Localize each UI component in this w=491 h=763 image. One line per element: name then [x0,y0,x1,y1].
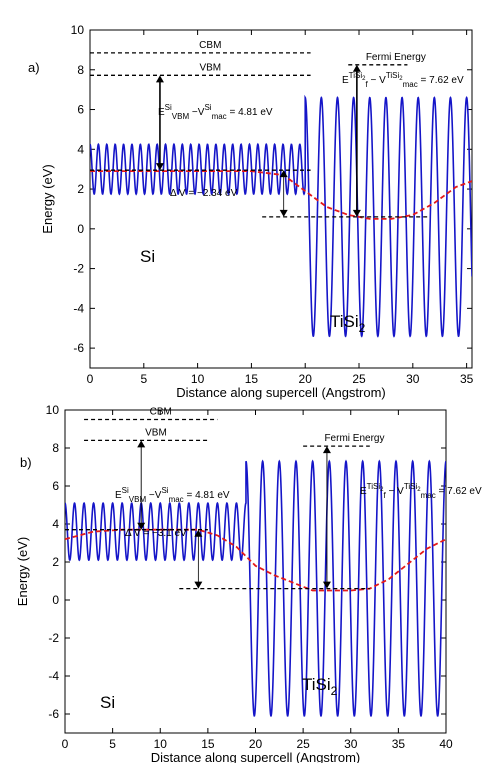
x-tick-label: 30 [344,737,358,751]
fermi-offset-arrow-head-bottom [352,209,361,217]
x-tick-label: 25 [296,737,310,751]
y-tick-label: 10 [46,403,60,417]
y-tick-label: -6 [73,341,84,355]
x-tick-label: 10 [191,372,205,386]
x-tick-label: 30 [406,372,420,386]
y-tick-label: -4 [48,669,59,683]
fermi-offset-arrow-head-bottom [322,581,331,589]
y-axis-label: Energy (eV) [15,537,30,606]
macroscopic-average-curve [90,170,472,220]
x-axis-label: Distance along supercell (Angstrom) [176,385,386,400]
y-tick-label: -6 [48,707,59,721]
delta-v-arrow-head-top [279,170,288,178]
x-tick-label: 5 [109,737,116,751]
y-axis-label: Energy (eV) [40,164,55,233]
y-tick-label: 2 [52,555,59,569]
panel-label: a) [28,60,40,75]
delta-v-arrow-head-bottom [279,209,288,217]
reference-line-label: Fermi Energy [366,52,426,63]
x-tick-label: 10 [154,737,168,751]
x-axis-label: Distance along supercell (Angstrom) [151,750,361,763]
x-tick-label: 20 [299,372,313,386]
y-tick-label: -2 [48,631,59,645]
y-tick-label: 6 [77,103,84,117]
x-tick-label: 35 [460,372,474,386]
x-tick-label: 5 [140,372,147,386]
y-tick-label: -2 [73,262,84,276]
delta-v-label: Δ V = −3.1 eV [125,528,187,539]
reference-line-label: CBM [199,40,221,51]
y-tick-label: 0 [52,593,59,607]
y-tick-label: 4 [52,517,59,531]
fermi-offset-label: ETiSi2f − VTiSi2mac = 7.62 eV [360,482,482,500]
panel-label: b) [20,455,32,470]
y-tick-label: 0 [77,222,84,236]
vbm-offset-arrow-head-top [155,75,164,83]
x-tick-label: 0 [62,737,69,751]
x-tick-label: 20 [249,737,263,751]
y-tick-label: 4 [77,142,84,156]
macroscopic-average-curve [65,528,446,592]
fermi-offset-arrow-head-top [322,446,331,454]
reference-line-label: VBM [145,427,167,438]
reference-line-label: VBM [199,62,221,73]
y-tick-label: 2 [77,182,84,196]
vbm-offset-label: ESiVBM −VSimac = 4.81 eV [158,103,273,121]
delta-v-arrow-head-top [194,529,203,537]
region-label-tisi2: TiSi2 [302,675,338,698]
y-tick-label: 10 [71,23,85,37]
y-tick-label: -4 [73,301,84,315]
x-tick-label: 15 [201,737,215,751]
x-tick-label: 15 [245,372,259,386]
y-tick-label: 6 [52,479,59,493]
plot-area-frame [89,29,473,369]
potential-curve [90,94,472,338]
vbm-offset-label: ESiVBM −VSimac = 4.81 eV [115,486,230,504]
region-label-tisi2: TiSi2 [330,312,366,335]
potential-curve [65,459,446,717]
vbm-offset-arrow-head-bottom [137,522,146,530]
region-label-si: Si [140,247,155,266]
y-tick-label: 8 [77,63,84,77]
fermi-offset-label: ETiSi2f − VTiSi2mac = 7.62 eV [342,71,464,89]
vbm-offset-arrow-head-top [137,440,146,448]
delta-v-label: Δ V = −2.34 eV [170,188,238,199]
x-tick-label: 25 [352,372,366,386]
x-tick-label: 40 [439,737,453,751]
reference-line-label: Fermi Energy [324,433,384,444]
y-tick-label: 8 [52,441,59,455]
x-tick-label: 0 [87,372,94,386]
vbm-offset-arrow-head-bottom [155,163,164,171]
delta-v-arrow-head-bottom [194,581,203,589]
fermi-offset-arrow-head-top [352,64,361,72]
reference-line-label: CBM [150,407,172,418]
region-label-si: Si [100,693,115,712]
x-tick-label: 35 [392,737,406,751]
